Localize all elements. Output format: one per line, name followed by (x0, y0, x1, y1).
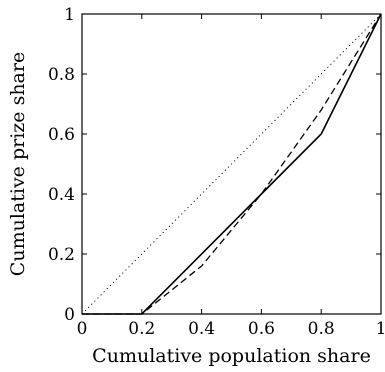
x-tick-label-2: 0.4 (188, 319, 215, 339)
ticks-layer: 0 0.2 0.4 0.6 0.8 1 0 0.2 0.4 0.6 0.8 1 (48, 5, 385, 339)
y-tick-label-1: 0.2 (48, 245, 75, 265)
y-axis-title: Cumulative prize share (7, 52, 29, 276)
x-tick-label-0: 0 (77, 319, 88, 339)
plot-frame (81, 13, 382, 315)
y-tick-label-5: 1 (64, 5, 75, 25)
x-tick-label-4: 0.8 (308, 319, 335, 339)
y-tick-label-0: 0 (64, 305, 75, 325)
x-tick-label-1: 0.2 (128, 319, 155, 339)
x-axis-title: Cumulative population share (92, 345, 371, 367)
series-layer (81, 13, 382, 315)
x-tick-label-3: 0.6 (248, 319, 275, 339)
y-tick-label-2: 0.4 (48, 185, 75, 205)
series-line-dotted (81, 13, 382, 315)
x-tick-label-5: 1 (376, 319, 385, 339)
y-tick-label-4: 0.8 (48, 65, 75, 85)
y-tick-label-3: 0.6 (48, 125, 75, 145)
